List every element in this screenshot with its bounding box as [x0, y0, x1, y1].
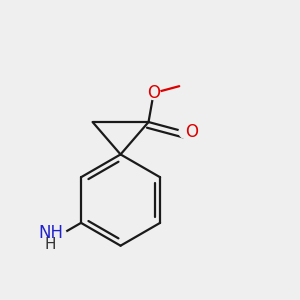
Circle shape	[179, 125, 192, 138]
Circle shape	[49, 227, 67, 245]
Text: NH: NH	[38, 224, 63, 242]
Text: O: O	[185, 123, 199, 141]
Text: O: O	[147, 84, 160, 102]
Circle shape	[147, 87, 160, 100]
Text: H: H	[45, 237, 56, 252]
